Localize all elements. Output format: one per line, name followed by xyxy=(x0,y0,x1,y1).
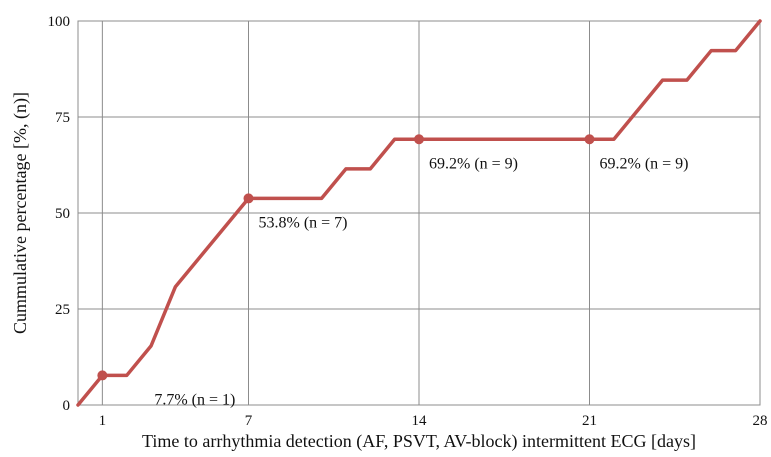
plot-frame xyxy=(77,20,761,406)
x-tick-label: 21 xyxy=(582,413,597,429)
x-tick-label: 7 xyxy=(245,413,253,429)
y-tick-label: 100 xyxy=(48,14,71,30)
y-axis-title: Cummulative percentage [%, (n)] xyxy=(10,92,31,334)
y-tick-label: 25 xyxy=(55,302,70,318)
x-axis-title: Time to arrhythmia detection (AF, PSVT, … xyxy=(142,431,696,452)
cumulative-series-line xyxy=(76,19,762,407)
data-label: 7.7% (n = 1) xyxy=(154,391,235,408)
grid xyxy=(78,21,760,405)
x-tick-label: 28 xyxy=(753,413,768,429)
data-point-marker xyxy=(97,370,108,381)
data-label: 69.2% (n = 9) xyxy=(600,155,689,172)
y-tick-label: 75 xyxy=(55,110,70,126)
data-label: 53.8% (n = 7) xyxy=(259,214,348,231)
x-tick-label: 1 xyxy=(99,413,107,429)
data-point-marker xyxy=(584,134,595,145)
data-point-marker xyxy=(414,134,424,145)
series-layer xyxy=(76,19,762,407)
data-point-marker xyxy=(243,193,254,204)
markers xyxy=(97,134,595,381)
data-label: 69.2% (n = 9) xyxy=(429,155,518,172)
y-tick-label: 0 xyxy=(63,398,71,414)
tick-labels: 1 7 14 21 28 0 25 50 75 100 xyxy=(48,14,768,429)
x-tick-label: 14 xyxy=(412,413,428,429)
y-tick-label: 50 xyxy=(55,206,70,222)
annotations: 7.7% (n = 1) 53.8% (n = 7) 69.2% (n = 9) 69… xyxy=(154,155,688,408)
